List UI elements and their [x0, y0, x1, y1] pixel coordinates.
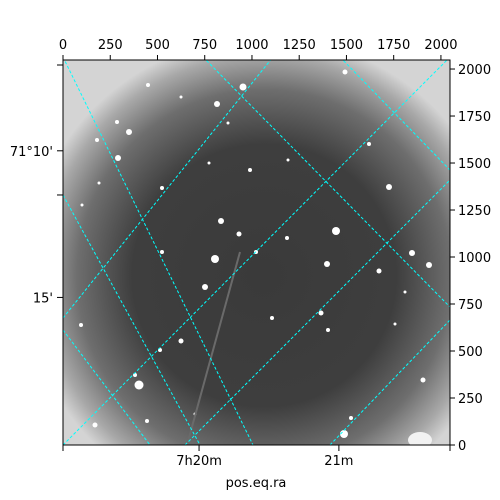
x-tick-label: 1750 — [377, 38, 410, 53]
star-field — [79, 69, 432, 445]
y-tick-label: 1000 — [458, 251, 491, 266]
star — [326, 328, 330, 332]
grid-line — [329, 319, 450, 445]
grid-line — [63, 60, 448, 445]
ra-tick-label: 21m — [324, 454, 353, 469]
star — [324, 261, 330, 267]
star — [270, 316, 274, 320]
x-tick-label: 1250 — [283, 38, 316, 53]
star — [409, 250, 415, 256]
star — [426, 262, 432, 268]
star — [248, 168, 252, 172]
x-axis-top: 0 250 500 750 1000 1250 1500 1750 2000 — [59, 38, 457, 60]
star — [146, 83, 150, 87]
star — [178, 338, 184, 344]
y-tick-label: 2000 — [458, 63, 491, 78]
star — [115, 155, 121, 161]
y-tick-label: 750 — [458, 298, 483, 313]
grid-line — [63, 60, 272, 319]
star — [115, 120, 119, 124]
star — [349, 416, 353, 420]
star — [393, 322, 397, 326]
star — [318, 310, 324, 316]
dec-tick-label: 15' — [33, 291, 53, 306]
star — [179, 95, 183, 99]
satellite-trail — [186, 251, 241, 445]
star — [285, 236, 289, 240]
y-tick-label: 0 — [458, 439, 466, 454]
star — [97, 181, 101, 185]
star — [386, 184, 392, 190]
star — [211, 255, 219, 263]
star — [236, 231, 242, 237]
dec-tick-label: 71°10' — [10, 145, 53, 160]
star — [239, 83, 247, 91]
star — [367, 142, 371, 146]
star — [95, 138, 99, 142]
y-tick-label: 500 — [458, 345, 483, 360]
grid-line — [342, 60, 450, 171]
x-tick-label: 2000 — [424, 38, 457, 53]
ra-axis-bottom: 7h20m 21m — [62, 445, 451, 469]
star — [286, 158, 290, 162]
bright-source — [408, 432, 432, 445]
ra-tick-label: 7h20m — [176, 454, 222, 469]
y-tick-label: 250 — [458, 392, 483, 407]
x-tick-label: 1000 — [235, 38, 268, 53]
y-tick-label: 1500 — [458, 157, 491, 172]
star — [342, 69, 348, 75]
star — [160, 186, 164, 190]
star — [376, 268, 382, 274]
star — [160, 250, 164, 254]
x-tick-label: 500 — [145, 38, 170, 53]
y-tick-label: 1750 — [458, 110, 491, 125]
star — [214, 101, 220, 107]
star — [403, 290, 407, 294]
y-axis-right: 0 250 500 750 1000 1250 1500 1750 2000 — [450, 63, 491, 454]
coordinate-grid — [63, 60, 450, 445]
y-tick-label: 1250 — [458, 204, 491, 219]
sky-image — [63, 60, 450, 445]
x-tick-label: 1500 — [330, 38, 363, 53]
star — [420, 377, 426, 383]
dec-axis-left: 71°10' 15' — [10, 64, 63, 306]
grid-line — [184, 179, 450, 445]
grid-line — [205, 60, 450, 308]
x-tick-label: 250 — [98, 38, 123, 53]
grid-line — [63, 60, 254, 445]
star — [207, 161, 211, 165]
star — [226, 121, 230, 125]
star — [145, 419, 149, 423]
star — [218, 218, 224, 224]
x-tick-label: 750 — [192, 38, 217, 53]
star — [92, 422, 98, 428]
star — [126, 129, 132, 135]
x-axis-label: pos.eq.ra — [226, 476, 287, 491]
grid-line — [63, 194, 201, 445]
star — [332, 227, 340, 235]
grid-line — [63, 329, 151, 445]
star — [79, 323, 83, 327]
star — [134, 380, 144, 390]
star — [202, 284, 208, 290]
star — [80, 203, 84, 207]
x-tick-label: 0 — [59, 38, 67, 53]
plot-frame — [62, 59, 451, 446]
